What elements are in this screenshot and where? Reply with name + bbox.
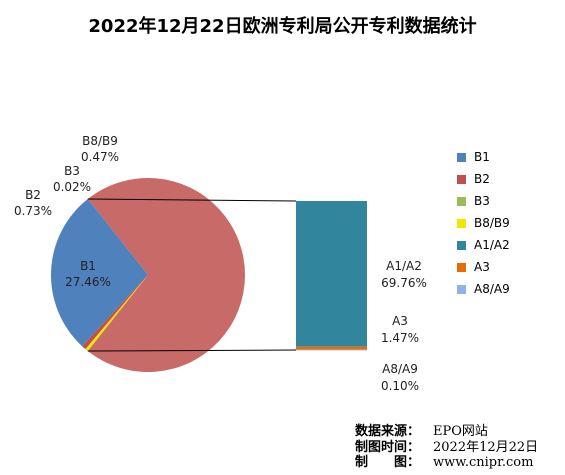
legend-swatch-b8-b9 [457,218,466,228]
legend-label-b1: B1 [474,150,490,164]
bar-label-value-a1-a2: 69.76% [381,276,427,290]
bar-label-value-a8-a9: 0.10% [381,379,419,393]
pie-label-value-b2: 0.73% [14,204,52,218]
pie-label-name-b8-b9: B8/B9 [82,134,118,148]
bar-label-name-a8-a9: A8/A9 [382,362,418,376]
legend-label-b2: B2 [474,172,490,186]
pie-label-name-b3: B3 [64,164,80,178]
bar-label-value-a3: 1.47% [381,331,419,345]
bar-segment-a3 [296,346,367,350]
source-info: 数据来源： EPO网站 制图时间： 2022年12月22日制 图： www.cnipr.… [355,424,538,471]
legend: B1 B2 B3 B8/B9 A1/A2 A3 A8/A9 [457,146,557,300]
source-row: 制图时间： 2022年12月22日 [355,440,538,456]
legend-swatch-b2 [457,174,466,184]
pie-slice-other [87,178,246,373]
legend-item-b2: B2 [457,168,557,190]
pie-label-name-b1: B1 [80,259,96,273]
pie-label-name-b2: B2 [25,188,41,202]
chart-title: 2022年12月22日欧洲专利局公开专利数据统计 [88,16,477,37]
bar-segment-a8-a9 [296,349,367,351]
source-key: 制 图： [355,455,421,470]
source-value: 2022年12月22日 [433,439,539,455]
source-row: 数据来源： EPO网站 [355,424,538,440]
legend-item-b3: B3 [457,190,557,212]
connector-line-bottom [87,349,297,352]
legend-swatch-a8-a9 [457,284,466,294]
legend-label-a1-a2: A1/A2 [474,238,510,252]
bar-label-name-a1-a2: A1/A2 [386,259,422,273]
pie-label-value-b3: 0.02% [53,180,91,194]
pie-slice-b3 [85,275,148,350]
legend-label-b3: B3 [474,194,490,208]
legend-item-b8-b9: B8/B9 [457,212,557,234]
legend-item-a3: A3 [457,256,557,278]
legend-label-a8-a9: A8/A9 [474,282,510,296]
pie-label-value-b1: 27.46% [65,275,111,289]
legend-swatch-b1 [457,152,466,162]
legend-swatch-a1-a2 [457,240,466,250]
legend-item-a1-a2: A1/A2 [457,234,557,256]
source-value: www.cnipr.com [433,455,534,470]
connector-line-top [87,198,297,202]
pie-slice-b2 [82,275,148,350]
legend-swatch-b3 [457,196,466,206]
pie-label-value-b8-b9: 0.47% [81,150,119,164]
pie-slice-b1 [51,198,148,347]
source-key: 数据来源： [355,424,421,439]
bar-segment-a1-a2 [296,201,367,347]
pie-slice-b8-b9 [85,275,148,352]
source-value: EPO网站 [433,424,488,439]
legend-label-b8-b9: B8/B9 [474,216,510,230]
legend-item-a8-a9: A8/A9 [457,278,557,300]
bar-label-name-a3: A3 [392,314,408,328]
legend-swatch-a3 [457,262,466,272]
legend-item-b1: B1 [457,146,557,168]
source-key: 制图时间： [355,439,421,455]
source-row: 制 图： www.cnipr.com [355,455,538,471]
legend-label-a3: A3 [474,260,490,274]
